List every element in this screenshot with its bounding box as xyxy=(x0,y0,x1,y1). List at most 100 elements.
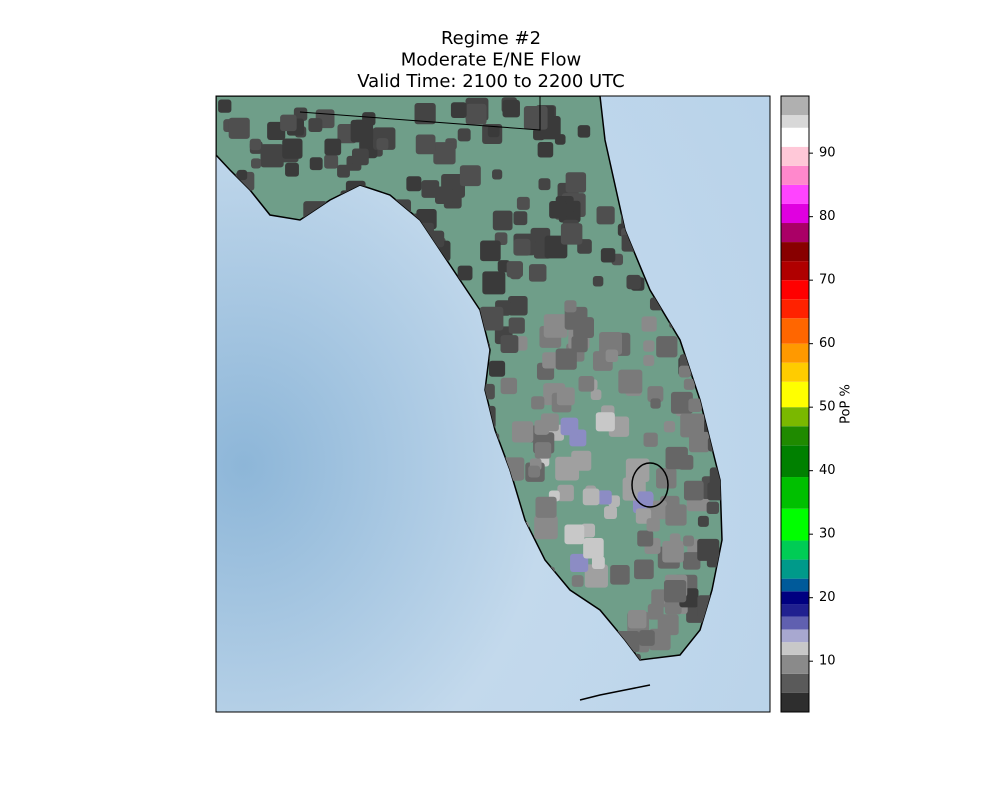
precip-cell xyxy=(359,138,370,149)
precip-cell xyxy=(590,389,602,401)
precip-cell xyxy=(697,538,720,561)
map xyxy=(216,96,770,712)
precip-cell xyxy=(414,102,436,125)
precip-cell xyxy=(647,386,664,403)
precip-cell xyxy=(595,412,615,432)
colorbar-segment xyxy=(781,115,809,128)
precip-cell xyxy=(683,480,704,501)
precip-cell xyxy=(628,609,647,629)
precip-cell xyxy=(508,295,528,316)
colorbar-segment xyxy=(781,559,809,579)
colorbar-segment xyxy=(781,540,809,560)
colorbar-segment xyxy=(781,261,809,281)
colorbar-segment xyxy=(781,591,809,605)
precip-cell xyxy=(531,396,545,410)
precip-cell xyxy=(415,134,436,155)
precip-cell xyxy=(457,265,473,281)
precip-cell xyxy=(637,530,654,547)
precip-cell xyxy=(557,484,574,502)
precip-cell xyxy=(596,206,615,225)
precip-cell xyxy=(656,468,677,489)
precip-cell xyxy=(249,138,262,151)
precip-cell xyxy=(570,553,589,573)
precip-cell xyxy=(506,261,523,278)
colorbar-tick-label: 20 xyxy=(819,590,836,605)
precip-cell xyxy=(324,138,342,156)
colorbar-tick-label: 60 xyxy=(819,336,836,351)
colorbar-segment xyxy=(781,642,809,655)
precip-cell xyxy=(376,138,389,151)
precip-cell xyxy=(492,210,513,231)
precip-cell xyxy=(571,575,584,587)
precip-cell xyxy=(564,300,577,313)
precip-cell xyxy=(625,458,650,483)
colorbar-tick-label: 90 xyxy=(819,146,836,161)
precip-cell xyxy=(597,490,612,505)
precip-cell xyxy=(435,186,453,205)
precip-cell xyxy=(487,125,500,138)
colorbar-label: PoP % xyxy=(839,384,854,424)
precip-cell xyxy=(583,538,604,559)
chart-title: Moderate E/NE Flow xyxy=(401,50,581,71)
colorbar-segment xyxy=(781,362,809,382)
precip-cell xyxy=(489,360,506,377)
precip-cell xyxy=(480,240,501,262)
precip-cell xyxy=(516,196,530,210)
precip-cell xyxy=(662,540,684,563)
precip-cell xyxy=(528,465,541,478)
precip-cell xyxy=(578,375,595,392)
precip-cell xyxy=(706,501,720,514)
precip-cell xyxy=(709,467,722,487)
precip-cell xyxy=(459,165,481,187)
precip-cell xyxy=(513,211,528,226)
colorbar-tick-label: 40 xyxy=(819,463,836,478)
chart-title: Regime #2 xyxy=(441,28,541,49)
colorbar-segment xyxy=(781,242,809,262)
precip-cell xyxy=(564,306,588,330)
precip-cell xyxy=(626,274,641,290)
precip-cell xyxy=(665,504,687,526)
precip-cell xyxy=(600,248,616,263)
colorbar-segment xyxy=(781,407,809,427)
precip-cell xyxy=(236,169,248,181)
lake xyxy=(631,462,669,508)
precip-cell xyxy=(610,565,630,585)
precip-cell xyxy=(571,336,588,353)
precip-cell xyxy=(604,506,617,520)
precip-cell xyxy=(285,162,299,177)
precip-cell xyxy=(450,102,467,119)
precip-cell xyxy=(502,99,520,118)
precip-cell xyxy=(309,157,323,171)
colorbar-segment xyxy=(781,445,809,478)
precip-cell xyxy=(618,369,643,394)
precip-cell xyxy=(582,488,600,506)
precip-cell xyxy=(479,306,504,331)
precip-cell xyxy=(680,413,705,438)
precip-cell xyxy=(665,446,688,470)
colorbar-segment xyxy=(781,578,809,592)
colorbar-frame xyxy=(780,95,810,713)
chart-title: Valid Time: 2100 to 2200 UTC xyxy=(357,71,624,92)
precip-cell xyxy=(697,515,709,527)
precip-cell xyxy=(543,314,568,338)
colorbar-segment xyxy=(781,673,809,693)
precip-cell xyxy=(350,119,374,143)
precip-cell xyxy=(542,352,559,369)
precip-cell xyxy=(565,172,587,193)
precip-cell xyxy=(280,114,297,132)
precip-cell xyxy=(260,144,284,168)
state-border xyxy=(299,96,541,131)
colorbar-segment xyxy=(781,127,809,147)
colorbar-segment xyxy=(781,96,809,116)
colorbar-segment xyxy=(781,629,809,643)
precip-cell xyxy=(500,335,519,354)
precip-cell xyxy=(556,387,575,406)
precip-cell xyxy=(533,128,545,141)
precip-cell xyxy=(465,103,487,125)
precip-cell xyxy=(251,158,262,169)
precip-cell xyxy=(657,614,679,636)
precip-cell xyxy=(683,535,694,547)
colorbar xyxy=(781,96,809,712)
precip-cell xyxy=(282,138,303,159)
